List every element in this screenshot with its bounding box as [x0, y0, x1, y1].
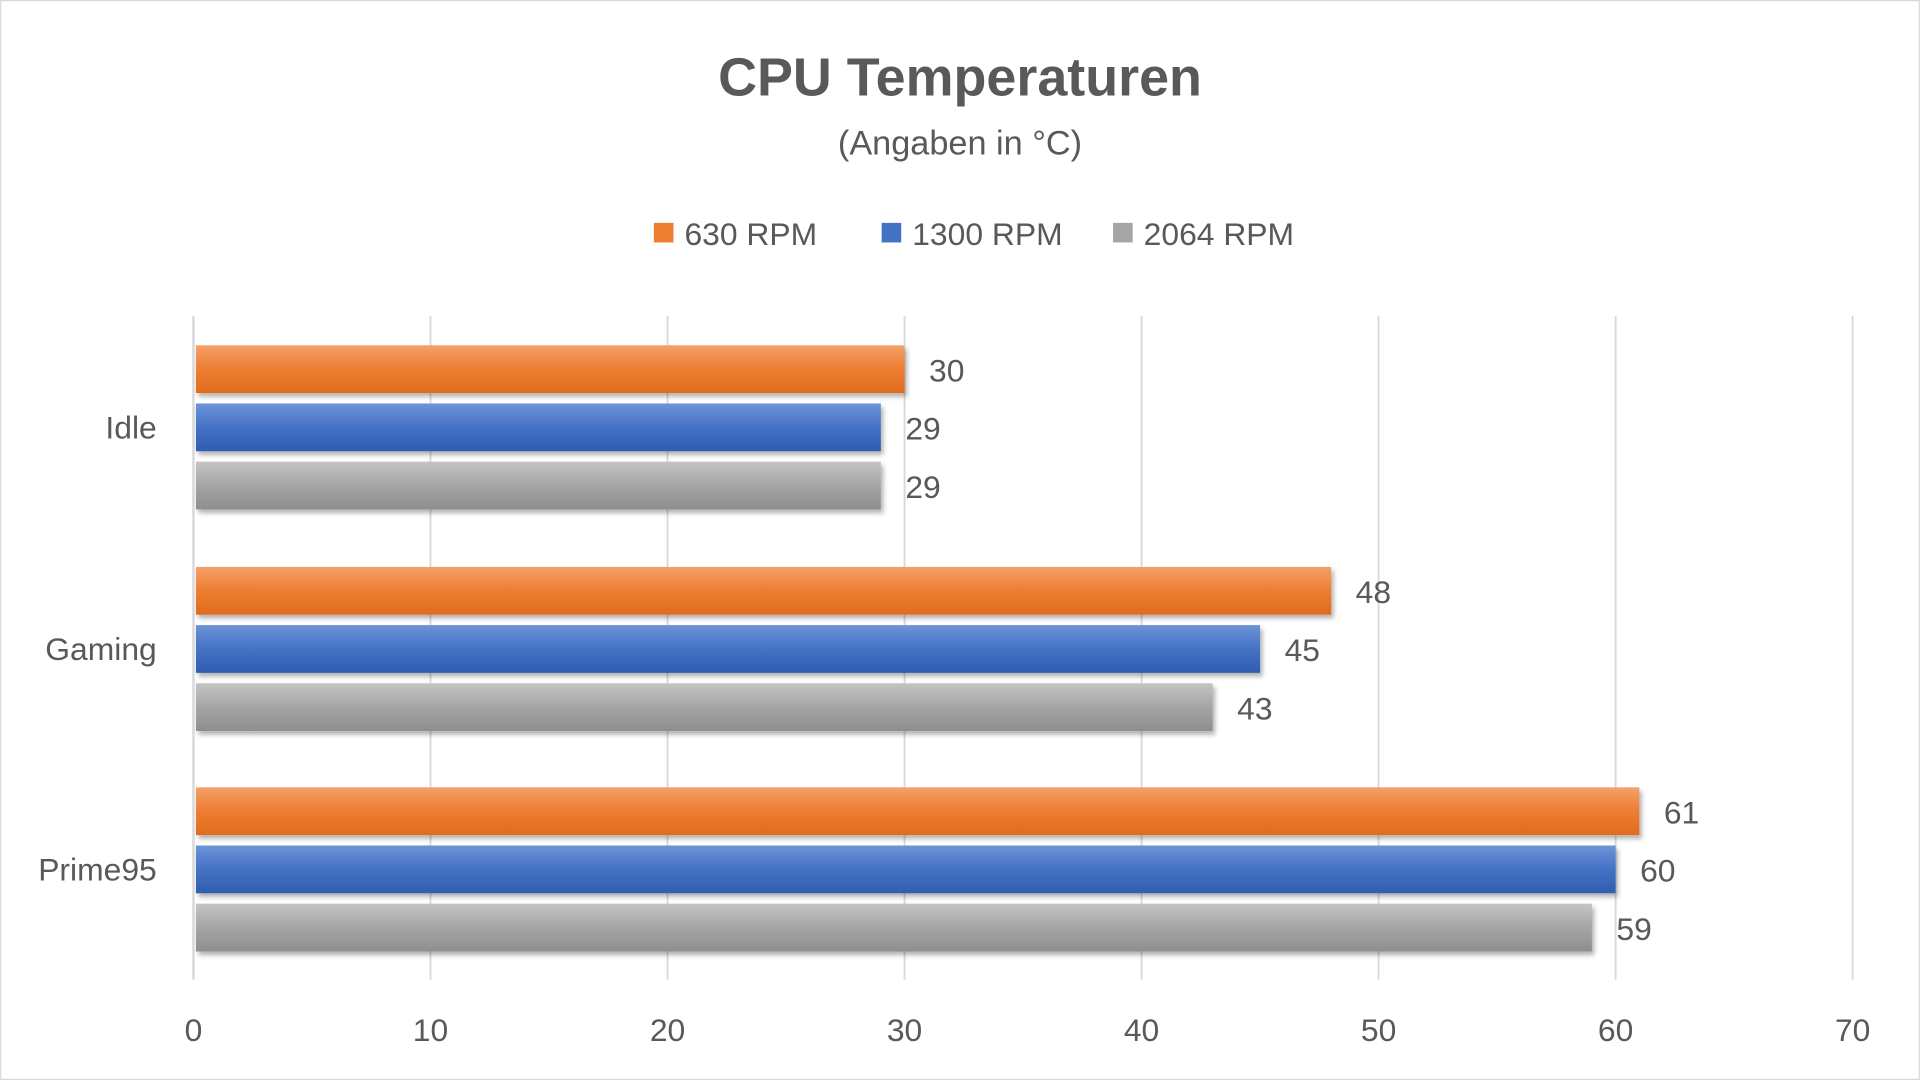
- labels: 0 10 20 30 40 50 60 70 Idle 30 29 29 Gaming 48 45 43 Pri…: [38, 352, 1870, 1047]
- legend-swatch: [653, 222, 674, 243]
- legend-swatch: [1113, 222, 1133, 243]
- bar-2064-rpm: [195, 903, 1592, 952]
- data-label: 48: [1356, 574, 1391, 610]
- data-label: 43: [1237, 690, 1272, 726]
- bar-630-rpm: [195, 566, 1332, 615]
- bar-2064-rpm: [195, 461, 881, 510]
- bar-630-rpm: [195, 787, 1640, 836]
- x-tick-label: 40: [1124, 1012, 1159, 1048]
- data-label: 45: [1285, 632, 1320, 668]
- bar-1300-rpm: [195, 403, 881, 452]
- x-tick-label: 70: [1835, 1012, 1870, 1048]
- bar-1300-rpm: [195, 625, 1261, 673]
- data-label: 30: [929, 352, 964, 388]
- legend-label: 630 RPM: [684, 216, 817, 252]
- bar-1300-rpm: [195, 845, 1616, 894]
- x-tick-label: 20: [650, 1012, 685, 1048]
- legend: 630 RPM 1300 RPM 2064 RPM: [653, 216, 1294, 252]
- bars: [195, 345, 1640, 952]
- x-tick-label: 0: [185, 1012, 203, 1048]
- category-label: Idle: [105, 409, 156, 445]
- legend-label: 1300 RPM: [912, 216, 1062, 252]
- legend-swatch: [881, 222, 902, 243]
- x-tick-label: 50: [1361, 1012, 1396, 1048]
- data-label: 29: [905, 469, 940, 505]
- bar-630-rpm: [195, 345, 905, 394]
- x-tick-label: 30: [887, 1012, 922, 1048]
- data-label: 59: [1616, 911, 1651, 947]
- data-label: 61: [1664, 794, 1699, 830]
- legend-label: 2064 RPM: [1144, 216, 1294, 252]
- x-tick-label: 60: [1598, 1012, 1633, 1048]
- bar-2064-rpm: [195, 683, 1213, 732]
- category-label: Gaming: [45, 631, 156, 667]
- data-label: 60: [1640, 853, 1675, 889]
- chart-subtitle: (Angaben in °C): [838, 124, 1082, 162]
- chart-title: CPU Temperaturen: [718, 48, 1202, 108]
- x-tick-label: 10: [413, 1012, 448, 1048]
- data-label: 29: [905, 411, 940, 447]
- category-label: Prime95: [38, 851, 157, 887]
